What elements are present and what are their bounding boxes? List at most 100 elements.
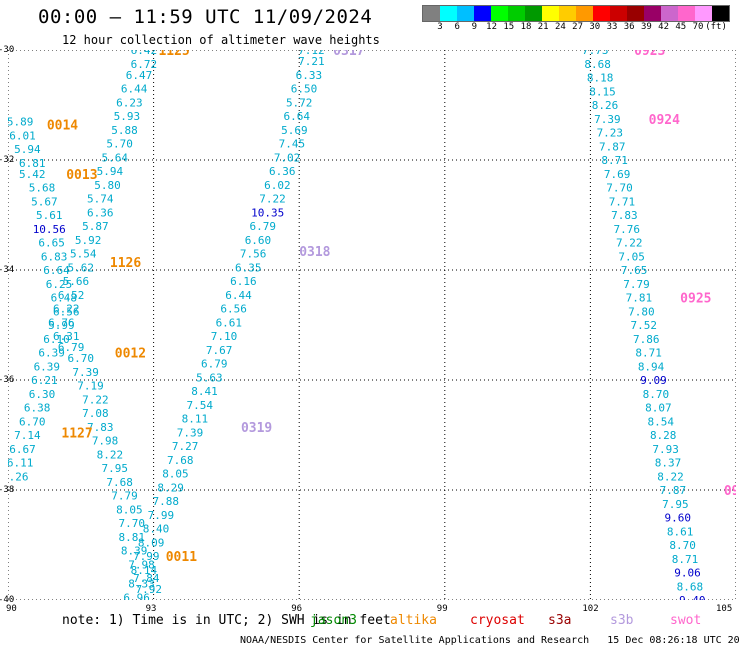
colorbar-label: 6 (454, 22, 460, 32)
wave-height-point: 7.39 (177, 426, 204, 439)
pass-time-label: 0011 (166, 550, 197, 565)
wave-height-point: 8.40 (143, 523, 170, 536)
wave-height-point: 5.42 (19, 168, 46, 181)
colorbar-label: 42 (658, 22, 670, 32)
wave-height-point: 6.56 (53, 305, 80, 318)
legend-item-s3b: s3b (610, 613, 634, 628)
wave-height-point: 6.96 (123, 591, 150, 600)
wave-height-point: 8.26 (592, 99, 619, 112)
wave-height-point: 6.31 (53, 330, 80, 343)
wave-height-point: 5.99 (48, 319, 75, 332)
wave-height-point: 7.69 (604, 168, 631, 181)
page-title: 00:00 — 11:59 UTC 11/09/2024 (38, 6, 373, 28)
wave-height-point: 6.39 (38, 347, 65, 360)
x-tick-label: 90 (6, 604, 17, 614)
pass-time-label: 0012 (115, 347, 146, 362)
colorbar-swatch (644, 6, 661, 21)
wave-height-point: 5.89 (8, 116, 33, 129)
wave-height-point: 6.76 (48, 316, 75, 329)
wave-height-point: 6.39 (34, 360, 61, 373)
wave-height-point: 7.95 (102, 462, 129, 475)
wave-height-point: 8.70 (643, 388, 670, 401)
wave-height-point: 8.71 (635, 347, 662, 360)
wave-height-point: 5.62 (68, 261, 95, 274)
wave-height-point: 7.54 (186, 399, 213, 412)
colorbar-swatch (661, 6, 678, 21)
colorbar-swatch (440, 6, 457, 21)
colorbar-swatch (423, 6, 440, 21)
colorbar-swatch (474, 6, 491, 21)
wave-height-point: 6.02 (264, 179, 291, 192)
pass-time-label: 0317 (333, 50, 364, 59)
wave-height-point: 7.79 (111, 490, 138, 503)
wave-height-point: 6.30 (29, 388, 56, 401)
colorbar-label: 21 (537, 22, 549, 32)
wave-height-point: 8.22 (657, 470, 684, 483)
wave-height-point: 6.10 (43, 333, 70, 346)
wave-height-point: 9.09 (640, 374, 667, 387)
wave-height-point: 7.27 (172, 440, 199, 453)
wave-height-point: 6.50 (291, 83, 318, 96)
wave-height-point: 5.64 (102, 151, 129, 164)
wave-height-point: 9.06 (674, 567, 701, 580)
wave-height-point: 6.42 (131, 50, 158, 57)
wave-height-point: 7.56 (240, 248, 267, 261)
wave-height-point: 7.22 (616, 237, 643, 250)
wave-height-point: 5.66 (63, 275, 90, 288)
wave-height-point: 8.33 (128, 578, 155, 591)
colorbar-label: 36 (623, 22, 635, 32)
colorbar-label: 15 (503, 22, 515, 32)
legend-item-cryosat: cryosat (470, 613, 525, 628)
pass-time-label: 0014 (47, 118, 78, 133)
wave-height-point: 7.87 (599, 140, 626, 153)
wave-height-point: 8.07 (645, 402, 672, 415)
wave-height-point: 7.95 (662, 498, 689, 511)
wave-height-point: 7.93 (652, 443, 679, 456)
wave-height-point: 6.60 (245, 234, 272, 247)
wave-height-point: 8.15 (589, 85, 616, 98)
wave-height-point: 6.35 (235, 261, 262, 274)
wave-height-point: 8.71 (672, 553, 699, 566)
wave-height-point: 7.08 (82, 407, 109, 420)
wave-height-point: 5.61 (36, 209, 63, 222)
wave-height-point: 7.10 (211, 330, 238, 343)
wave-height-point: 6.26 (8, 470, 29, 483)
y-tick-label: -36 (0, 375, 15, 385)
colorbar-swatch (457, 6, 474, 21)
wave-height-point: 8.05 (162, 468, 189, 481)
x-tick-label: 96 (291, 604, 303, 614)
wave-height-point: 6.64 (43, 264, 70, 277)
wave-height-point: 7.05 (618, 250, 645, 263)
wave-height-point: 7.02 (274, 151, 301, 164)
wave-height-point: 10.56 (33, 223, 66, 236)
wave-height-point: 8.39 (121, 545, 148, 558)
wave-height-point: 6.79 (58, 341, 85, 354)
wave-height-point: 7.19 (77, 380, 104, 393)
wave-height-point: 8.18 (587, 72, 614, 85)
wave-height-point: 6.22 (53, 303, 80, 316)
pass-time-label: 0318 (299, 245, 330, 260)
colorbar-swatch (593, 6, 610, 21)
wave-height-point: 9.60 (665, 512, 692, 525)
wave-height-point: 6.48 (51, 292, 78, 305)
wave-height-plot: 6.426.726.476.446.235.935.885.705.645.94… (8, 50, 736, 600)
wave-height-point: 7.83 (611, 209, 638, 222)
colorbar-swatch (695, 6, 712, 21)
wave-height-point: 7.65 (621, 264, 648, 277)
colorbar-swatch (525, 6, 542, 21)
wave-height-point: 5.67 (31, 195, 58, 208)
wave-height-point: 6.83 (41, 250, 68, 263)
colorbar-label: (ft) (705, 22, 727, 32)
x-tick-label: 102 (582, 604, 599, 614)
wave-height-point: 8.68 (584, 58, 611, 71)
colorbar-label: 30 (589, 22, 601, 32)
wave-height-point: 7.68 (167, 454, 194, 467)
wave-height-point: 6.64 (284, 110, 311, 123)
colorbar-swatch (576, 6, 593, 21)
wave-height-point: 6.21 (31, 374, 58, 387)
wave-height-point: 6.44 (121, 83, 148, 96)
pass-time-label: 0923 (634, 50, 665, 59)
wave-height-point: 6.61 (216, 316, 243, 329)
colorbar-label: 18 (520, 22, 532, 32)
wave-height-point: 7.84 (133, 572, 160, 585)
